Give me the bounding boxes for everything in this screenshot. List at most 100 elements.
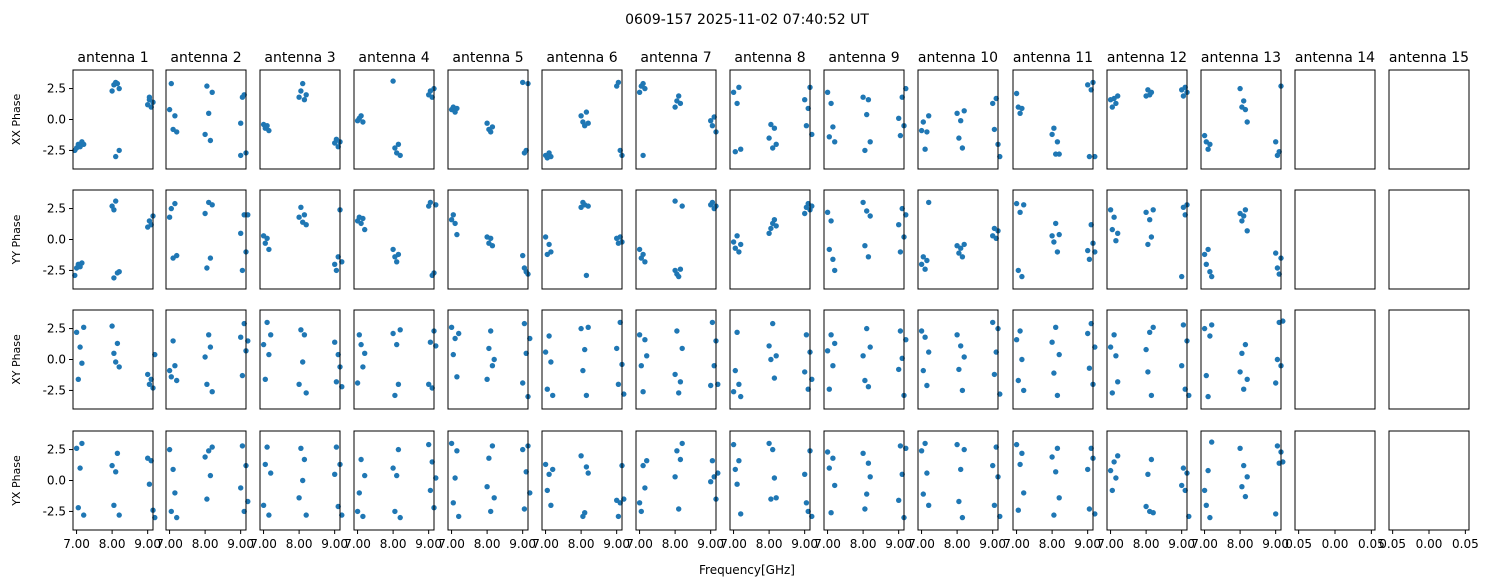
x-tick-label: 9.00 bbox=[134, 537, 161, 551]
data-point-xy-phase bbox=[1203, 372, 1210, 379]
subplot-frame bbox=[1012, 189, 1094, 290]
x-tick-label: 8.00 bbox=[286, 537, 313, 551]
data-point-yy-phase bbox=[204, 265, 210, 271]
data-point-yy-phase bbox=[1207, 269, 1213, 275]
data-point-xy-phase bbox=[959, 387, 966, 394]
data-point-xy-phase bbox=[1115, 379, 1121, 385]
data-point-xy-phase bbox=[732, 367, 738, 374]
data-point-yx-phase bbox=[397, 514, 403, 521]
data-point-xy-phase bbox=[266, 351, 272, 358]
data-point-xx-phase bbox=[1113, 100, 1119, 107]
data-point-yy-phase bbox=[1147, 217, 1153, 223]
data-point-yy-phase bbox=[1201, 251, 1208, 258]
subplot-frame bbox=[541, 189, 623, 290]
data-point-xx-phase bbox=[204, 83, 210, 89]
data-point-yy-phase bbox=[830, 256, 836, 262]
data-point-xy-phase bbox=[484, 376, 490, 382]
x-tick-label: 9.00 bbox=[603, 537, 630, 551]
data-point-yx-phase bbox=[521, 506, 528, 512]
data-point-xx-phase bbox=[1054, 139, 1061, 145]
data-point-yx-phase bbox=[1053, 469, 1059, 475]
data-point-yx-phase bbox=[239, 443, 246, 449]
x-tick-label: 7.00 bbox=[63, 537, 90, 551]
data-point-yy-phase bbox=[766, 230, 772, 236]
data-point-xy-phase bbox=[922, 334, 928, 340]
subplot-grid: antenna 1 antenna 2 antenna 3 antenna 4 ante… bbox=[10, 50, 1479, 551]
data-point-xy-phase bbox=[81, 324, 87, 330]
data-point-xy-phase bbox=[1013, 337, 1020, 343]
data-point-yx-phase bbox=[828, 510, 834, 516]
data-point-yy-phase bbox=[238, 230, 244, 236]
data-point-xy-phase bbox=[356, 332, 362, 338]
data-point-xy-phase bbox=[803, 332, 810, 338]
data-point-xy-phase bbox=[116, 364, 122, 370]
data-point-xy-phase bbox=[392, 392, 398, 399]
data-point-yy-phase bbox=[1086, 256, 1093, 262]
subplot-frame bbox=[353, 309, 435, 410]
data-point-xx-phase bbox=[773, 141, 779, 147]
data-point-xy-phase bbox=[1017, 328, 1023, 334]
data-point-yy-phase bbox=[1111, 214, 1117, 220]
x-tick-label: 8.00 bbox=[192, 537, 219, 551]
data-point-xy-phase bbox=[738, 393, 744, 400]
subplot-frame bbox=[541, 309, 623, 410]
x-tick-label: 8.00 bbox=[756, 537, 783, 551]
data-point-yx-phase bbox=[166, 446, 173, 453]
subplot-frame bbox=[447, 309, 529, 410]
x-tick-label: 0.05 bbox=[1358, 537, 1385, 551]
data-point-xx-phase bbox=[1086, 153, 1093, 160]
data-point-xx-phase bbox=[238, 120, 244, 126]
data-point-xx-phase bbox=[238, 152, 244, 159]
data-point-yy-phase bbox=[956, 250, 962, 256]
data-point-yx-phase bbox=[636, 500, 643, 506]
data-point-yy-phase bbox=[1244, 228, 1250, 234]
y-tick-label: 0.0 bbox=[47, 113, 66, 127]
data-point-yy-phase bbox=[1143, 209, 1149, 215]
subplot-frame bbox=[1294, 189, 1376, 290]
x-tick-label: 7.00 bbox=[250, 537, 277, 551]
column-title: antenna 1 bbox=[77, 50, 148, 66]
subplot-frame bbox=[1200, 69, 1282, 170]
x-tick-label: 9.00 bbox=[979, 537, 1006, 551]
data-point-yx-phase bbox=[830, 455, 836, 461]
data-point-xy-phase bbox=[771, 375, 778, 381]
data-point-xx-phase bbox=[392, 145, 398, 151]
data-point-yy-phase bbox=[1203, 261, 1210, 267]
data-point-xx-phase bbox=[1056, 151, 1062, 157]
data-point-yy-phase bbox=[832, 267, 838, 274]
row-label: XX Phase bbox=[10, 94, 23, 146]
data-point-xx-phase bbox=[146, 94, 153, 100]
data-point-yx-phase bbox=[488, 508, 494, 515]
subplot-frame bbox=[1294, 69, 1376, 170]
data-point-yy-phase bbox=[679, 203, 685, 209]
data-point-xy-phase bbox=[828, 332, 834, 338]
data-point-xy-phase bbox=[672, 371, 678, 378]
data-point-xx-phase bbox=[1244, 119, 1250, 125]
data-point-xy-phase bbox=[766, 343, 772, 349]
data-point-yx-phase bbox=[354, 508, 361, 515]
data-point-xy-phase bbox=[1241, 386, 1247, 392]
data-point-yx-phase bbox=[1143, 503, 1149, 510]
data-point-yx-phase bbox=[116, 512, 122, 518]
data-point-yx-phase bbox=[674, 448, 680, 454]
x-tick-label: 7.00 bbox=[1097, 537, 1124, 551]
data-point-xx-phase bbox=[802, 97, 808, 103]
subplot-frame bbox=[1012, 430, 1094, 531]
data-point-xx-phase bbox=[360, 119, 366, 125]
data-point-yx-phase bbox=[862, 506, 868, 512]
data-point-yx-phase bbox=[644, 458, 650, 464]
data-point-yy-phase bbox=[1054, 249, 1061, 255]
column-title: antenna 3 bbox=[264, 50, 335, 66]
data-point-yx-phase bbox=[486, 455, 492, 461]
data-point-yx-phase bbox=[679, 440, 685, 447]
subplot-frame bbox=[259, 189, 341, 290]
column-title: antenna 9 bbox=[828, 50, 899, 66]
data-point-yx-phase bbox=[520, 446, 526, 453]
data-point-xy-phase bbox=[301, 332, 308, 338]
data-point-yx-phase bbox=[146, 481, 153, 487]
x-tick-label: 8.00 bbox=[1227, 537, 1254, 551]
x-tick-label: 0.00 bbox=[1322, 537, 1349, 551]
data-point-xx-phase bbox=[864, 111, 870, 118]
y-tick-label: 2.5 bbox=[47, 202, 66, 216]
